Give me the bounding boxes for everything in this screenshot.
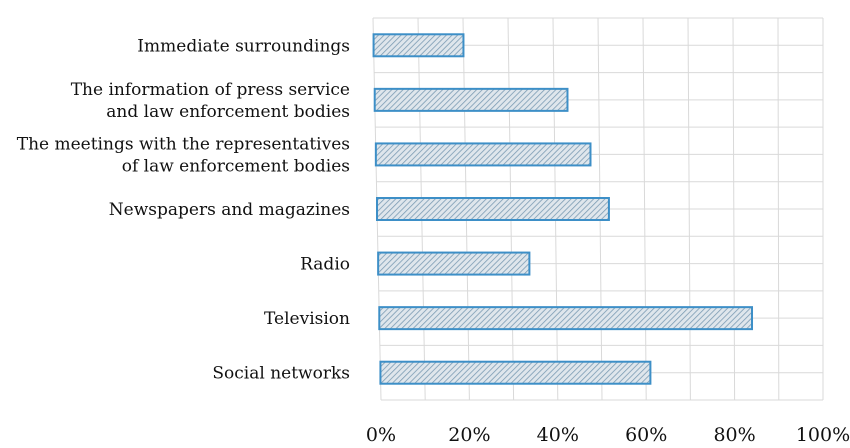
bar: [373, 87, 569, 112]
category-label: Radio: [300, 255, 350, 275]
category-label-line: The information of press service: [71, 80, 350, 100]
bar: [372, 33, 465, 58]
bar: [379, 360, 652, 385]
bar: [378, 306, 754, 331]
category-label: Social networks: [212, 364, 350, 384]
category-label: Television: [264, 309, 350, 329]
x-tick-label: 100%: [796, 424, 850, 446]
bar: [377, 251, 531, 276]
category-label: Immediate surroundings: [137, 36, 350, 56]
category-label-line: The meetings with the representatives: [17, 134, 350, 154]
category-label: The meetings with the representatives of …: [17, 134, 350, 176]
category-label-line: Television: [264, 309, 350, 329]
category-label: The information of press service and law …: [71, 80, 350, 122]
x-tick-label: 40%: [537, 424, 579, 446]
category-label-line: and law enforcement bodies: [106, 102, 350, 122]
x-tick-label: 20%: [448, 424, 490, 446]
category-labels: Immediate surroundings The information of…: [17, 36, 350, 383]
category-label-line: Radio: [300, 255, 350, 275]
x-tick-label: 80%: [713, 424, 755, 446]
category-label-line: of law enforcement bodies: [122, 156, 350, 176]
category-label-line: Social networks: [212, 364, 350, 384]
bar: [374, 142, 592, 167]
bar: [376, 197, 610, 221]
x-axis-ticks: 0% 20% 40% 60% 80% 100%: [366, 424, 850, 446]
category-label-line: Immediate surroundings: [137, 36, 350, 56]
x-tick-label: 0%: [366, 424, 396, 446]
x-tick-label: 60%: [625, 424, 667, 446]
bars: [372, 33, 754, 385]
category-label-line: Newspapers and magazines: [109, 200, 350, 220]
category-label: Newspapers and magazines: [109, 200, 350, 220]
